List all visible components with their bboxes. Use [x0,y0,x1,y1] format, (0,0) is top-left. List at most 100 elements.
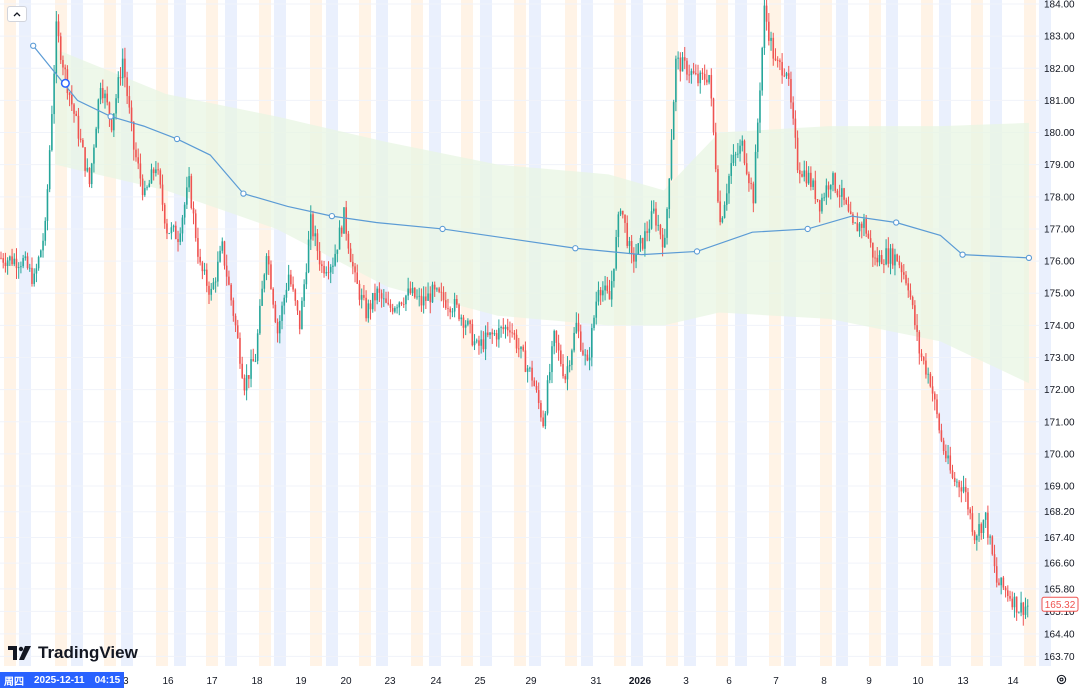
candle-body [810,172,812,187]
candle-body [110,117,113,131]
candle-body [697,73,699,84]
candle-body [624,214,626,223]
crosshair-date-label: 周四 2025-12-11 04:15 [0,672,125,688]
time-value: 04:15 [94,674,121,686]
candle-body [504,326,507,330]
candle-body [230,284,232,301]
candle-body [223,241,226,266]
candle-body [234,315,237,326]
candle-body [582,350,584,355]
ma-marker [693,248,701,255]
candle-body [619,210,622,215]
candle-body [265,256,268,275]
candle-body [46,189,49,221]
time-tick-label: 23 [384,676,396,687]
candle-body [633,253,635,262]
price-tick-label: 182.00 [1044,64,1075,75]
candle-body [9,256,11,261]
candles [0,0,1029,626]
candle-body [157,169,159,171]
candle-body [387,302,390,305]
candle-body [639,237,642,244]
candle-body [947,455,949,459]
candle-body [865,218,867,234]
candle-body [159,170,162,185]
candle-body [97,99,100,129]
candle-body [86,167,89,171]
candle-body [425,296,427,301]
candle-body [610,281,613,300]
candle-body [1009,596,1011,599]
candle-body [801,174,803,177]
session-stripe [565,0,577,666]
candle-body [637,243,640,255]
candle-body [53,73,55,115]
candle-body [531,367,533,381]
candle-body [22,258,24,267]
candle-body [349,248,352,262]
candle-body [250,359,252,379]
candle-body [427,293,429,301]
candle-body [447,308,449,309]
candle-body [188,176,190,188]
candle-body [962,486,965,492]
candle-body [730,163,733,176]
candle-body [783,75,786,77]
candle-body [150,169,153,184]
candle-body [325,272,328,274]
session-stripe [784,0,796,666]
candle-body [6,260,9,266]
candle-body [473,341,476,346]
candle-body [261,288,263,306]
candle-body [332,265,334,267]
candle-body [40,250,42,258]
candle-body [121,58,124,79]
candle-body [765,5,768,22]
price-tick-label: 179.00 [1044,160,1075,171]
price-tick-label: 163.70 [1044,652,1075,663]
candle-body [502,327,505,330]
candle-body [725,193,728,205]
candle-body [586,354,589,361]
candle-body [20,266,22,268]
price-tick-label: 174.00 [1044,321,1075,332]
candle-body [885,248,887,265]
ma-marker [804,225,811,233]
candle-body [101,88,104,99]
candle-body [33,273,35,284]
session-stripe [376,0,388,666]
session-stripe [666,0,678,666]
candle-body [340,227,343,234]
price-tag-box [1041,596,1079,612]
candle-body [916,325,918,332]
candle-body [99,88,102,100]
candle-body [489,332,491,336]
candle-body [666,208,668,238]
price-tick-label: 168.20 [1044,507,1075,518]
collapse-button[interactable] [7,6,27,22]
candle-body [413,287,416,298]
candle-body [812,180,814,187]
candle-body [442,292,445,301]
candle-body [270,264,272,289]
session-stripe [735,0,747,666]
candle-body [418,295,421,297]
session-stripe [514,0,526,666]
tradingview-logo[interactable]: TradingView [8,643,138,663]
candle-body [936,399,938,415]
session-stripe [4,0,16,666]
candle-body [655,208,657,226]
candle-body [529,367,531,369]
candle-body [933,393,936,400]
candle-body [599,289,602,296]
candle-body [385,298,387,303]
candle-body [90,163,93,185]
settings-button[interactable] [1052,671,1070,687]
candle-body [42,240,44,251]
candle-body [462,317,465,328]
ma-marker [240,190,247,197]
band-area [55,48,1029,384]
candle-body [75,113,78,116]
